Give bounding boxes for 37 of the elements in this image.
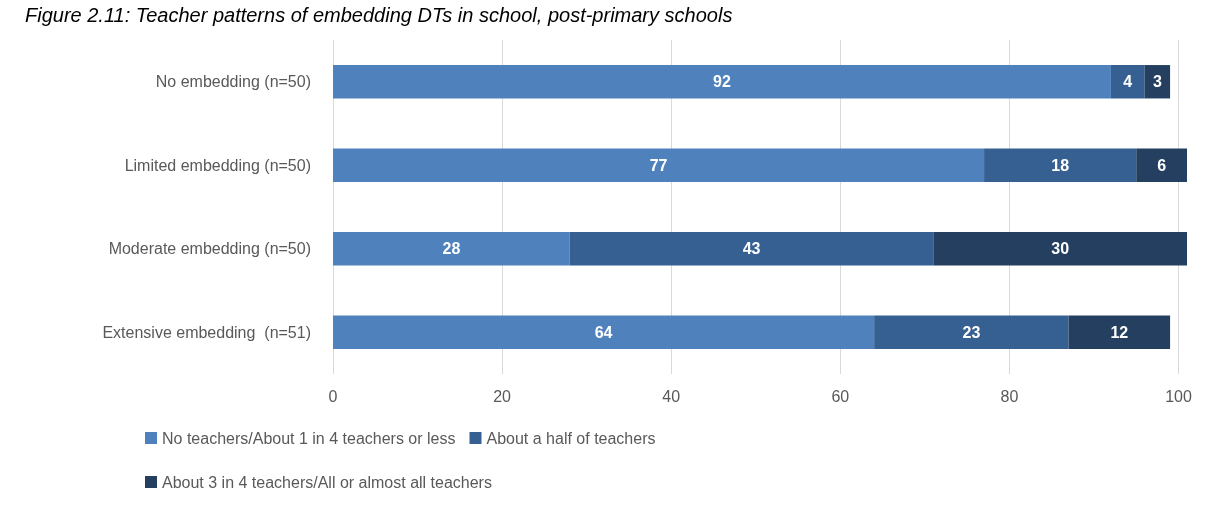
bar	[1136, 148, 1187, 182]
bar	[1068, 315, 1171, 349]
x-tick-label: 80	[1000, 387, 1019, 405]
y-tick-label: Moderate embedding (n=50)	[108, 240, 311, 258]
x-tick-label: 40	[662, 387, 681, 405]
data-label: 4	[1123, 73, 1133, 91]
legend-label: No teachers/About 1 in 4 teachers or less	[162, 429, 456, 447]
data-label: 23	[962, 323, 981, 341]
legend-label: About a half of teachers	[486, 429, 656, 447]
data-label: 12	[1110, 323, 1129, 341]
bar	[333, 315, 875, 349]
data-label: 28	[442, 240, 461, 258]
bar	[874, 315, 1069, 349]
bar	[333, 148, 985, 182]
data-label: 3	[1152, 73, 1162, 91]
x-tick-label: 100	[1165, 387, 1192, 405]
bar	[333, 65, 1111, 99]
y-tick-label: Limited embedding (n=50)	[124, 156, 311, 174]
bar	[333, 232, 570, 266]
data-label: 92	[713, 73, 731, 91]
y-tick-label: Extensive embedding (n=51)	[102, 323, 311, 341]
y-tick-label: No embedding (n=50)	[155, 73, 311, 91]
x-tick-label: 20	[493, 387, 512, 405]
data-label: 43	[742, 240, 761, 258]
data-label: 77	[649, 156, 668, 174]
data-label: 6	[1157, 156, 1167, 174]
x-tick-label: 60	[831, 387, 850, 405]
bar	[1110, 65, 1145, 99]
data-label: 30	[1051, 240, 1070, 258]
bar	[933, 232, 1187, 266]
legend-label: About 3 in 4 teachers/All or almost all teachers	[162, 473, 492, 491]
chart-title: Figure 2.11: Teacher patterns of embedding DTs in school, post-primary schools	[25, 4, 733, 26]
bar	[984, 148, 1137, 182]
x-tick-label: 0	[328, 387, 338, 405]
bar	[569, 232, 934, 266]
data-label: 18	[1051, 156, 1070, 174]
data-label: 64	[594, 323, 613, 341]
